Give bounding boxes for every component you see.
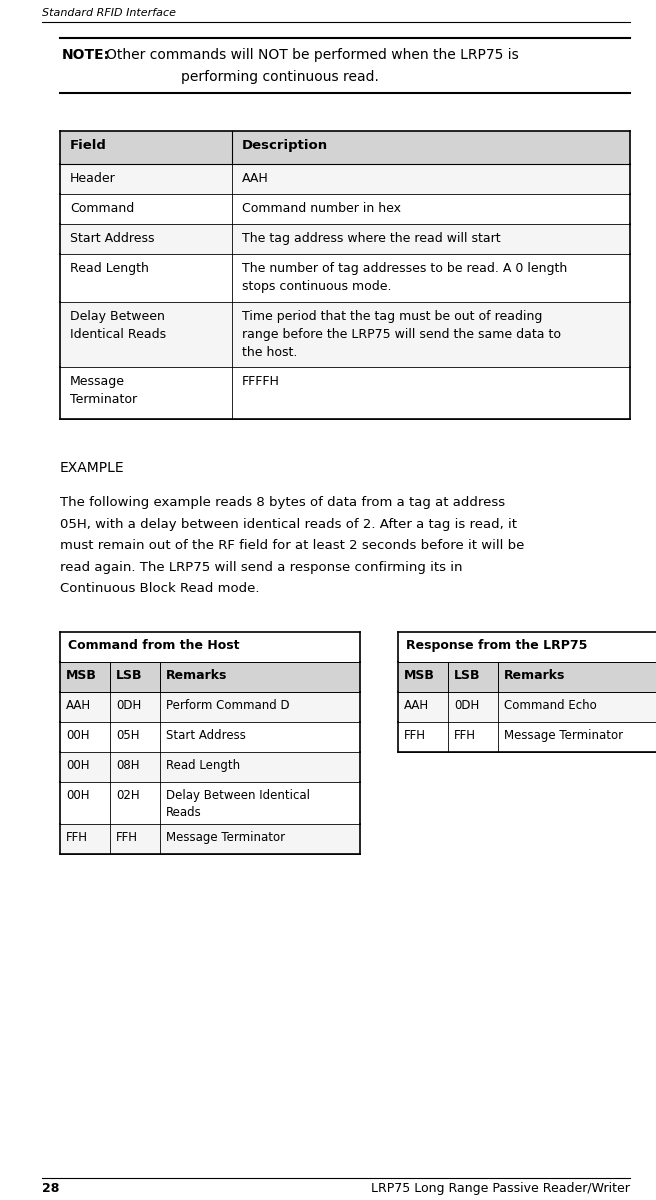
Text: FFH: FFH (454, 728, 476, 742)
Text: Perform Command D: Perform Command D (166, 698, 290, 712)
Text: Continuous Block Read mode.: Continuous Block Read mode. (60, 582, 260, 595)
Text: Header: Header (70, 172, 115, 185)
Text: EXAMPLE: EXAMPLE (60, 461, 125, 475)
Bar (60, 131, 630, 164)
Text: The number of tag addresses to be read. A 0 length
stops continuous mode.: The number of tag addresses to be read. … (242, 262, 567, 293)
Text: 28: 28 (42, 1182, 60, 1195)
Text: read again. The LRP75 will send a response confirming its in: read again. The LRP75 will send a respon… (60, 560, 462, 574)
Text: Other commands will NOT be performed when the LRP75 is: Other commands will NOT be performed whe… (106, 48, 519, 62)
Text: must remain out of the RF field for at least 2 seconds before it will be: must remain out of the RF field for at l… (60, 539, 524, 552)
Bar (60, 302, 630, 367)
Text: LRP75 Long Range Passive Reader/Writer: LRP75 Long Range Passive Reader/Writer (371, 1182, 630, 1195)
Bar (60, 781, 360, 823)
Text: Remarks: Remarks (504, 668, 565, 682)
Text: Start Address: Start Address (166, 728, 246, 742)
Text: 0DH: 0DH (454, 698, 480, 712)
Text: Start Address: Start Address (70, 232, 155, 245)
Text: Read Length: Read Length (70, 262, 149, 275)
Text: MSB: MSB (66, 668, 97, 682)
Text: AAH: AAH (404, 698, 429, 712)
Bar (60, 194, 630, 224)
Text: LSB: LSB (116, 668, 142, 682)
Text: Read Length: Read Length (166, 758, 240, 772)
Bar (60, 367, 630, 419)
Text: 00H: 00H (66, 788, 89, 802)
Bar (398, 721, 656, 751)
Text: 05H, with a delay between identical reads of 2. After a tag is read, it: 05H, with a delay between identical read… (60, 517, 517, 530)
Bar (60, 254, 630, 302)
Text: Message Terminator: Message Terminator (504, 728, 623, 742)
Text: Message
Terminator: Message Terminator (70, 376, 137, 406)
Bar (398, 691, 656, 721)
Text: Delay Between Identical
Reads: Delay Between Identical Reads (166, 788, 310, 818)
Text: performing continuous read.: performing continuous read. (181, 70, 379, 84)
Text: The following example reads 8 bytes of data from a tag at address: The following example reads 8 bytes of d… (60, 496, 505, 509)
Bar (60, 164, 630, 194)
Text: MSB: MSB (404, 668, 435, 682)
Text: FFH: FFH (116, 830, 138, 844)
Text: Time period that the tag must be out of reading
range before the LRP75 will send: Time period that the tag must be out of … (242, 310, 561, 359)
Bar (60, 823, 360, 853)
Text: AAH: AAH (242, 172, 269, 185)
Bar (60, 661, 360, 691)
Text: The tag address where the read will start: The tag address where the read will star… (242, 232, 501, 245)
Text: Message Terminator: Message Terminator (166, 830, 285, 844)
Bar (60, 721, 360, 751)
Text: Delay Between
Identical Reads: Delay Between Identical Reads (70, 310, 166, 341)
Text: Standard RFID Interface: Standard RFID Interface (42, 8, 176, 18)
Text: Field: Field (70, 139, 107, 152)
Text: Command from the Host: Command from the Host (68, 638, 239, 652)
Text: Command: Command (70, 202, 134, 215)
Bar (60, 751, 360, 781)
Bar (60, 631, 360, 661)
Text: FFFFH: FFFFH (242, 376, 280, 388)
Text: 0DH: 0DH (116, 698, 141, 712)
Text: 08H: 08H (116, 758, 140, 772)
Text: Description: Description (242, 139, 328, 152)
Text: Command number in hex: Command number in hex (242, 202, 401, 215)
Bar (398, 661, 656, 691)
Text: 00H: 00H (66, 758, 89, 772)
Text: 02H: 02H (116, 788, 140, 802)
Text: Response from the LRP75: Response from the LRP75 (406, 638, 587, 652)
Text: FFH: FFH (66, 830, 88, 844)
Text: 00H: 00H (66, 728, 89, 742)
Bar (398, 631, 656, 661)
Text: Remarks: Remarks (166, 668, 228, 682)
Text: NOTE:: NOTE: (62, 48, 110, 62)
Text: AAH: AAH (66, 698, 91, 712)
Text: FFH: FFH (404, 728, 426, 742)
Text: LSB: LSB (454, 668, 480, 682)
Bar (60, 224, 630, 254)
Bar (60, 691, 360, 721)
Text: 05H: 05H (116, 728, 140, 742)
Text: Command Echo: Command Echo (504, 698, 597, 712)
